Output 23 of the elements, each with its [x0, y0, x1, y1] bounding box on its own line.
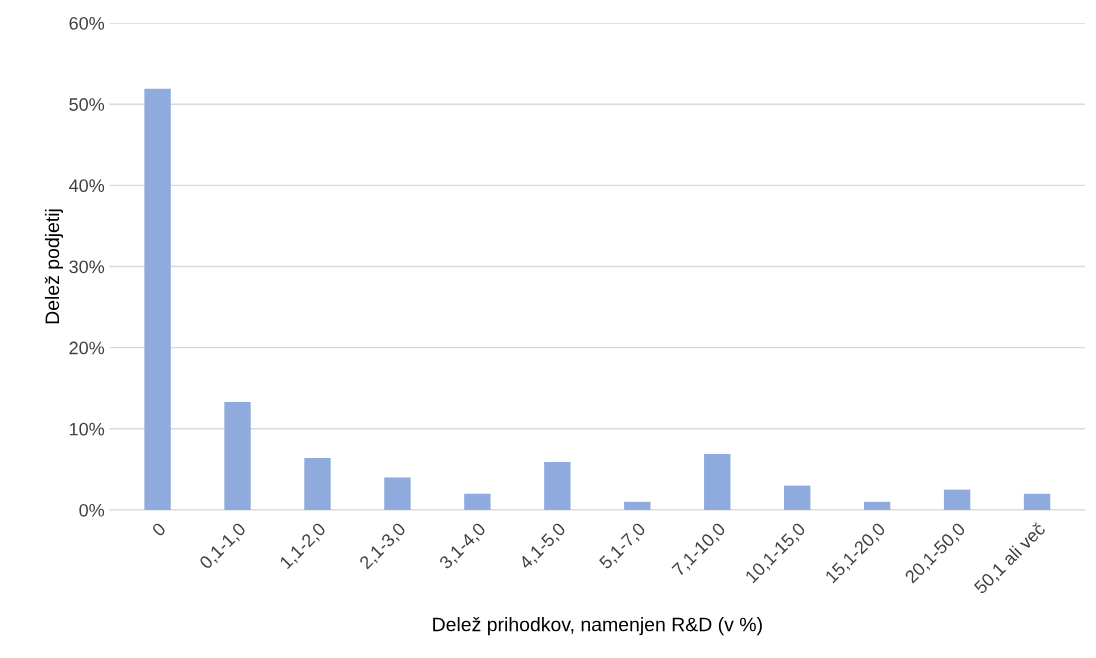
- y-tick-label: 50%: [69, 98, 105, 111]
- bar: [1023, 493, 1051, 510]
- y-tick-label: 0%: [79, 503, 105, 517]
- bar: [544, 462, 571, 510]
- bar: [704, 453, 731, 510]
- bar: [624, 501, 651, 510]
- bar: [464, 493, 491, 510]
- bar: [304, 458, 331, 510]
- x-axis-title: Delež prihodkov, namenjen R&D (v %): [433, 616, 762, 636]
- x-tick-label: 50,1 ali več: [972, 521, 1048, 597]
- y-axis-title: Delež podjetij: [44, 209, 64, 324]
- bar: [144, 88, 171, 510]
- y-tick-label: 60%: [69, 16, 105, 30]
- y-tick-label: 10%: [69, 422, 105, 436]
- y-tick-label: 40%: [69, 179, 105, 193]
- y-tick-label: 20%: [69, 341, 105, 355]
- bar: [943, 489, 971, 510]
- bar: [224, 402, 251, 510]
- x-tick-label: 0: [151, 521, 167, 538]
- bar: [384, 477, 411, 510]
- bar: [863, 501, 891, 510]
- y-tick-label: 30%: [69, 260, 105, 274]
- bar: [784, 485, 811, 510]
